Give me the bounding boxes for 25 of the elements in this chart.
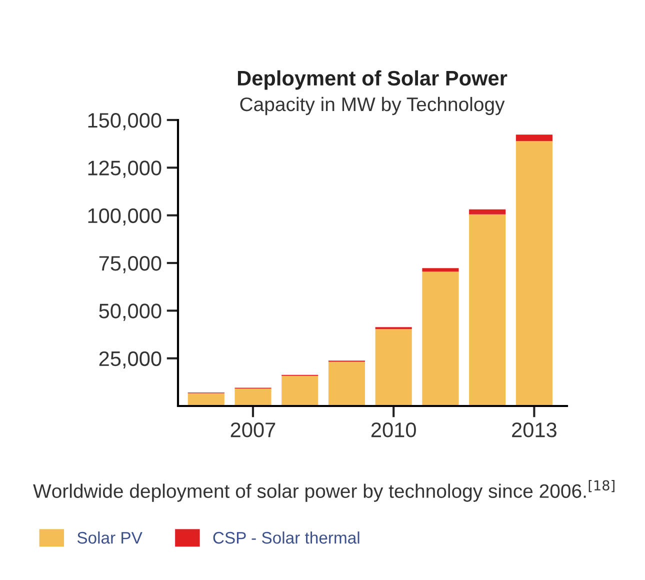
bar [375,329,412,406]
bar [234,388,272,406]
y-tick-label: 125,000 [88,160,162,178]
bar [516,141,552,406]
bar [469,209,506,214]
y-tick-label: 100,000 [88,208,162,226]
x-tick-label: 2010 [371,422,416,438]
chart-subtitle: Capacity in MW by Technology [240,96,505,116]
x-tick-label: 2007 [230,422,276,438]
bar [469,214,506,406]
chart-title: Deployment of Solar Power [238,70,508,90]
x-tick-label: 2013 [512,422,556,438]
y-tick-label: 75,000 [99,256,162,274]
y-tick-label: 150,000 [88,113,162,130]
legend-label: Solar PV [77,531,142,544]
y-tick-label: 25,000 [99,351,162,369]
text: Worldwide deployment of solar power by technology since 2006.$^{[18]}$ [33,480,614,502]
bar [516,134,552,142]
bar [328,362,365,406]
legend-label: CSP - Solar thermal [213,531,360,544]
y-tick-label: 50,000 [99,304,162,321]
bar [188,393,224,406]
bar [422,268,459,272]
bar [282,376,318,406]
bar [422,272,459,406]
